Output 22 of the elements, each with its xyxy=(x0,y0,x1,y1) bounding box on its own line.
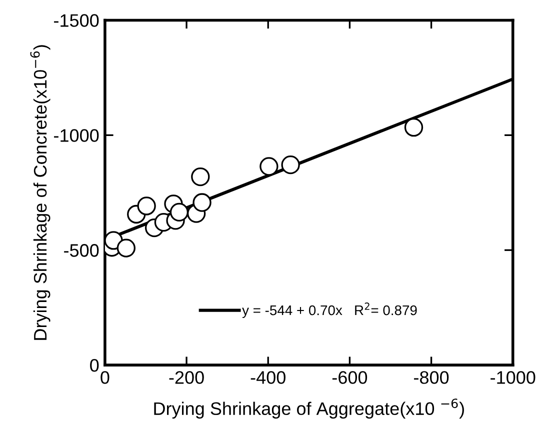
y-tick-label: -500 xyxy=(64,244,99,257)
y-tick-label: 0 xyxy=(90,359,99,372)
legend-label: y = -544 + 0.70x R$^{2}$= 0.879 xyxy=(242,302,417,318)
x-tick-label: 0 xyxy=(100,371,110,384)
x-tick-label: -200 xyxy=(169,371,204,384)
y-axis-title: Drying Shrinkage of Concrete(x10$^{−6}$) xyxy=(30,45,50,340)
x-axis-title: Drying Shrinkage of Aggregate(x10 $^{−6}$) xyxy=(154,398,464,419)
x-tick-label: -400 xyxy=(250,371,286,384)
point xyxy=(116,238,136,258)
point xyxy=(281,155,300,174)
point xyxy=(404,118,424,137)
x-tick-label: -600 xyxy=(332,371,368,384)
y-tick-label: -1500 xyxy=(54,14,99,27)
point xyxy=(104,231,123,250)
y-tick-label: -1000 xyxy=(54,129,99,142)
point xyxy=(137,196,156,216)
point xyxy=(170,202,189,222)
point xyxy=(191,167,210,186)
point xyxy=(192,193,212,212)
point xyxy=(260,157,278,176)
x-tick-label: -800 xyxy=(414,371,449,384)
x-tick-label: -1000 xyxy=(490,371,536,384)
